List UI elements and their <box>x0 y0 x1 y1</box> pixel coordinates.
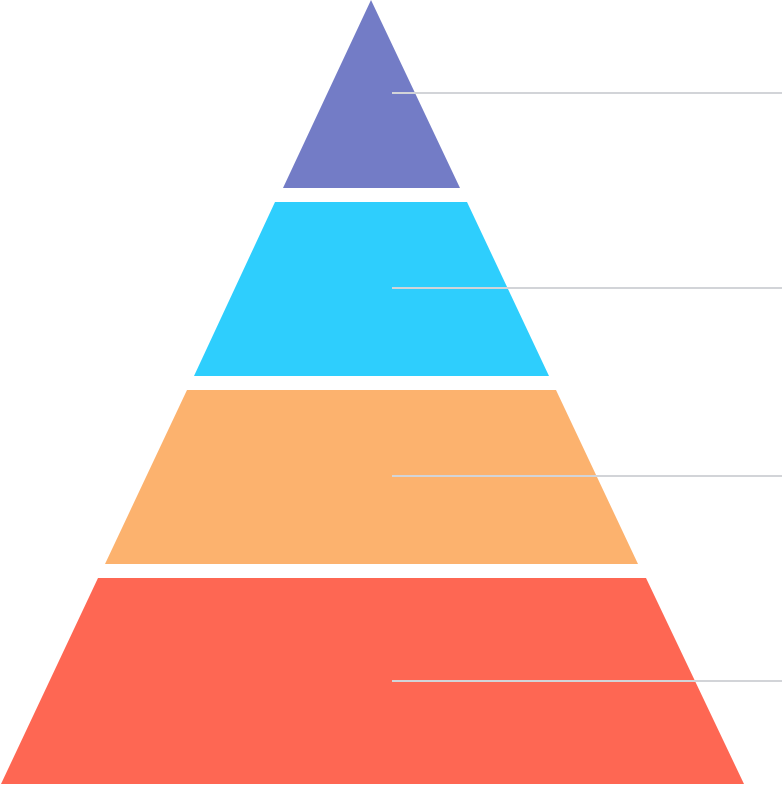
pyramid-level-1 <box>283 0 460 188</box>
pyramid-level-3 <box>105 390 638 564</box>
pyramid-level-4 <box>1 578 744 784</box>
pyramid-level-2 <box>194 202 549 376</box>
